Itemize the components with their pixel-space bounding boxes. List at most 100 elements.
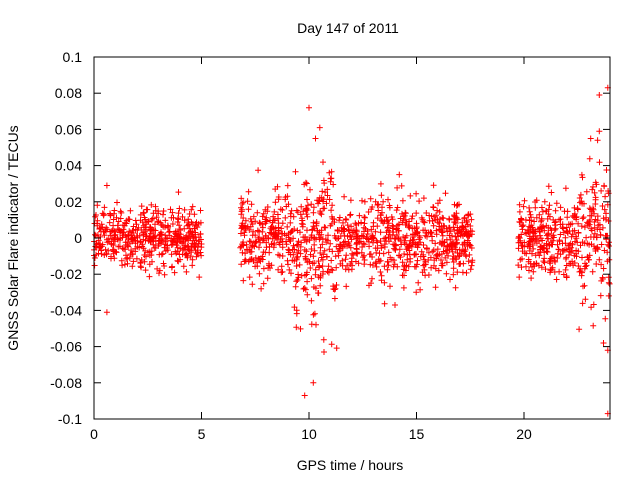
data-point (384, 224, 391, 231)
data-point (113, 214, 120, 221)
data-point (465, 211, 472, 218)
data-point (577, 242, 584, 249)
data-point (275, 266, 282, 273)
data-point (379, 204, 385, 211)
data-point (157, 231, 164, 238)
data-point (290, 242, 297, 249)
data-point (315, 200, 322, 207)
data-point (598, 187, 605, 194)
data-point (520, 203, 527, 210)
data-point (554, 255, 561, 261)
data-point (456, 261, 463, 267)
data-point (325, 232, 331, 239)
data-point (128, 251, 135, 257)
data-point (185, 246, 192, 253)
data-point (275, 224, 282, 231)
data-point (179, 213, 186, 220)
data-point (564, 208, 571, 215)
data-point (589, 186, 596, 193)
data-point (141, 214, 148, 221)
data-point (247, 238, 254, 245)
data-point (599, 276, 606, 282)
data-point (441, 223, 448, 230)
data-point (406, 222, 413, 229)
data-point (321, 224, 328, 231)
data-point (421, 219, 428, 226)
data-point (162, 248, 169, 254)
data-point (422, 227, 429, 234)
x-tick-label: 5 (198, 426, 206, 442)
data-point (240, 242, 247, 249)
data-point (452, 284, 459, 291)
data-point (402, 210, 409, 217)
data-point (290, 251, 297, 258)
data-point (554, 241, 561, 248)
data-point (582, 296, 589, 303)
data-point (270, 213, 277, 220)
data-point (437, 239, 443, 246)
data-point (551, 219, 558, 226)
data-point (446, 232, 453, 239)
data-point (364, 228, 371, 234)
data-point (603, 210, 609, 217)
data-point (531, 218, 538, 225)
data-point (407, 192, 414, 199)
data-point (249, 281, 256, 288)
data-point (315, 231, 322, 238)
data-point (320, 336, 327, 343)
data-point (575, 220, 582, 227)
data-point (117, 208, 124, 215)
data-point (197, 249, 204, 256)
data-point (579, 215, 586, 222)
data-point (377, 229, 384, 236)
data-point (254, 259, 261, 266)
data-point (246, 238, 253, 245)
data-point (287, 219, 294, 226)
data-point (99, 241, 106, 248)
data-point (436, 197, 443, 204)
x-tick-label: 10 (301, 426, 317, 442)
data-point (333, 243, 340, 250)
data-point (517, 239, 524, 246)
data-point (316, 124, 323, 131)
data-point (380, 220, 387, 227)
data-point (526, 267, 532, 274)
data-point (294, 227, 301, 234)
data-point (445, 252, 452, 259)
data-point (366, 282, 372, 289)
data-point (197, 230, 204, 237)
data-point (169, 209, 176, 216)
data-point (188, 206, 195, 213)
data-point (394, 184, 401, 191)
data-point (450, 271, 457, 278)
data-point (342, 216, 349, 222)
data-point (380, 198, 387, 205)
data-point (572, 238, 578, 245)
data-point (601, 183, 608, 190)
data-point (361, 214, 368, 221)
data-point (340, 219, 346, 226)
data-point (461, 231, 468, 237)
data-point (307, 186, 313, 193)
data-point (247, 215, 254, 222)
data-point (272, 199, 279, 206)
data-point (192, 234, 199, 241)
data-point (394, 204, 401, 211)
data-point (437, 216, 443, 223)
data-point (152, 203, 159, 210)
data-point (301, 285, 308, 292)
data-point (166, 229, 172, 236)
data-point (522, 229, 529, 236)
data-point (582, 260, 588, 267)
data-point (285, 201, 292, 208)
data-point (375, 201, 382, 208)
data-point (133, 233, 140, 239)
data-point (337, 260, 344, 267)
x-axis-label: GPS time / hours (297, 457, 404, 473)
data-point (176, 205, 183, 212)
data-point (328, 266, 335, 273)
data-point (418, 248, 425, 255)
data-point (362, 214, 368, 221)
data-point (516, 201, 523, 208)
